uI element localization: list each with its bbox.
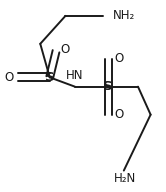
Text: S: S xyxy=(103,80,113,93)
Text: O: O xyxy=(114,108,124,121)
Text: NH₂: NH₂ xyxy=(113,9,135,22)
Text: H₂N: H₂N xyxy=(114,172,136,185)
Text: O: O xyxy=(114,52,124,65)
Text: O: O xyxy=(4,71,13,84)
Text: HN: HN xyxy=(66,69,84,82)
Text: S: S xyxy=(45,71,55,84)
Text: O: O xyxy=(61,43,70,56)
